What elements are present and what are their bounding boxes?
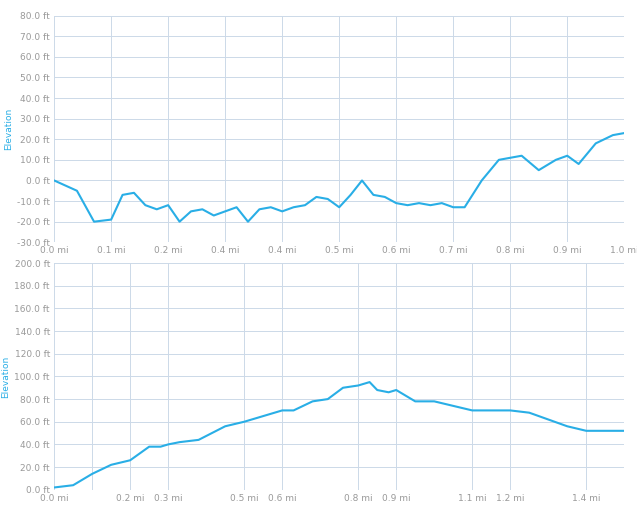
Y-axis label: Elevation: Elevation [4, 108, 13, 150]
Y-axis label: Elevation: Elevation [1, 355, 10, 398]
